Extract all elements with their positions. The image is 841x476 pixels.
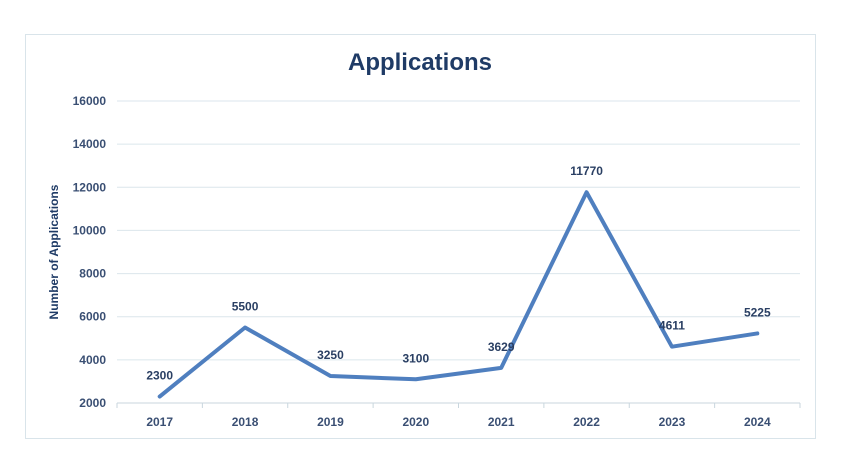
x-tick-label: 2024 bbox=[744, 415, 771, 429]
x-tick-label: 2022 bbox=[573, 415, 600, 429]
x-tick-label: 2021 bbox=[488, 415, 515, 429]
gridlines bbox=[117, 100, 800, 404]
data-label: 2300 bbox=[146, 369, 173, 383]
chart-title: Applications bbox=[348, 49, 492, 76]
y-axis-label: Number of Applications bbox=[47, 184, 61, 319]
y-tick-label: 16000 bbox=[73, 94, 107, 108]
data-label: 3629 bbox=[488, 340, 515, 354]
y-tick-label: 14000 bbox=[73, 137, 107, 151]
x-axis-ticks: 2017 2018 2019 2020 2021 2022 2023 2024 bbox=[116, 403, 801, 429]
data-label: 11770 bbox=[570, 164, 603, 178]
y-axis-ticks: 2000 4000 6000 8000 10000 12000 14000 16000 bbox=[73, 94, 107, 410]
x-tick-label: 2023 bbox=[659, 415, 686, 429]
series-polyline bbox=[157, 190, 760, 399]
x-tick-label: 2020 bbox=[402, 415, 429, 429]
y-tick-label: 2000 bbox=[79, 396, 106, 410]
series-line bbox=[157, 190, 760, 399]
data-label: 3100 bbox=[402, 351, 429, 365]
y-tick-label: 8000 bbox=[79, 267, 106, 281]
y-tick-label: 4000 bbox=[79, 353, 106, 367]
data-label: 5500 bbox=[232, 300, 259, 314]
data-label: 4611 bbox=[659, 319, 685, 333]
x-tick-label: 2017 bbox=[146, 415, 173, 429]
y-tick-label: 12000 bbox=[73, 180, 107, 194]
y-tick-label: 10000 bbox=[73, 223, 107, 237]
y-tick-label: 6000 bbox=[79, 310, 106, 324]
x-tick-label: 2018 bbox=[232, 415, 259, 429]
data-labels: 2300 5500 3250 3100 3629 11770 4611 5225 bbox=[146, 164, 771, 382]
data-label: 5225 bbox=[744, 305, 771, 319]
x-tick-label: 2019 bbox=[317, 415, 344, 429]
data-label: 3250 bbox=[317, 348, 344, 362]
